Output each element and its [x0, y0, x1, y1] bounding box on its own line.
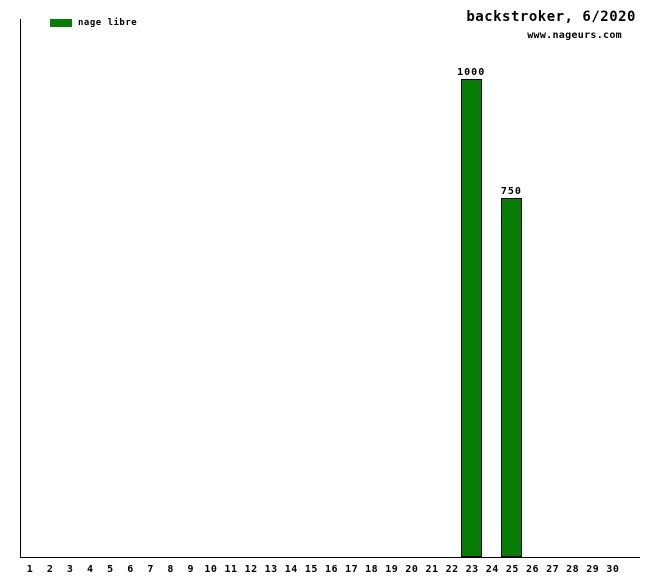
- x-tick-label: 6: [127, 564, 134, 575]
- bar-value-label: 750: [500, 186, 522, 197]
- x-tick-label: 10: [204, 564, 218, 575]
- x-axis-line: [20, 557, 640, 558]
- x-tick-label: 14: [284, 564, 298, 575]
- x-tick-label: 30: [606, 564, 620, 575]
- bar-value-label: 1000: [457, 67, 486, 78]
- chart-title: backstroker, 6/2020: [466, 9, 636, 25]
- x-tick-label: 23: [465, 564, 479, 575]
- x-tick-label: 2: [46, 564, 54, 575]
- bar: [501, 198, 522, 557]
- x-tick-label: 21: [425, 564, 439, 575]
- x-tick-label: 7: [147, 564, 154, 575]
- x-tick-label: 28: [566, 564, 580, 575]
- x-tick-label: 20: [405, 564, 419, 575]
- x-tick-label: 29: [586, 564, 600, 575]
- x-tick-label: 12: [244, 564, 258, 575]
- x-tick-label: 24: [485, 564, 499, 575]
- bar: [461, 79, 482, 557]
- legend: nage libre: [50, 18, 137, 28]
- x-tick-label: 19: [385, 564, 399, 575]
- y-axis-line: [20, 19, 21, 558]
- website-watermark: www.nageurs.com: [527, 30, 622, 41]
- x-tick-label: 27: [546, 564, 560, 575]
- x-tick-label: 5: [107, 564, 114, 575]
- x-tick-label: 15: [304, 564, 318, 575]
- x-tick-label: 26: [525, 564, 540, 575]
- x-tick-label: 17: [345, 564, 359, 575]
- x-tick-label: 18: [365, 564, 379, 575]
- x-tick-label: 4: [87, 564, 94, 575]
- x-tick-label: 9: [187, 564, 195, 575]
- legend-swatch: [50, 19, 72, 27]
- x-tick-label: 1: [26, 564, 34, 575]
- x-tick-label: 13: [264, 564, 278, 575]
- x-tick-label: 8: [167, 564, 174, 575]
- legend-label: nage libre: [78, 18, 138, 28]
- x-tick-label: 25: [505, 564, 519, 575]
- x-tick-label: 16: [324, 564, 339, 575]
- x-tick-label: 22: [445, 564, 459, 575]
- x-tick-label: 11: [224, 564, 238, 575]
- x-tick-label: 3: [66, 564, 74, 575]
